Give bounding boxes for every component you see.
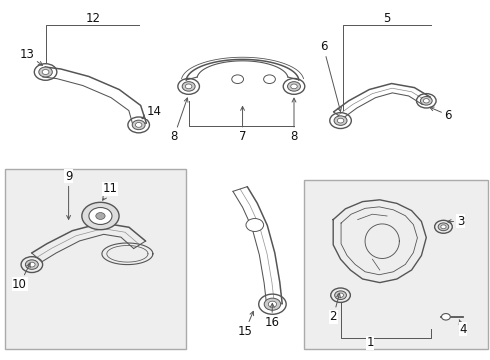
Circle shape bbox=[25, 260, 38, 269]
Circle shape bbox=[438, 223, 449, 231]
Text: 6: 6 bbox=[430, 107, 452, 122]
Text: 5: 5 bbox=[383, 12, 391, 24]
Circle shape bbox=[264, 298, 281, 310]
Circle shape bbox=[28, 262, 35, 267]
Circle shape bbox=[441, 225, 446, 229]
Text: 2: 2 bbox=[329, 293, 341, 323]
Circle shape bbox=[288, 82, 300, 91]
Circle shape bbox=[132, 120, 145, 130]
Circle shape bbox=[232, 75, 244, 84]
FancyBboxPatch shape bbox=[5, 169, 186, 349]
Circle shape bbox=[338, 293, 343, 297]
Circle shape bbox=[182, 82, 195, 91]
Circle shape bbox=[337, 118, 344, 123]
Text: 12: 12 bbox=[86, 12, 100, 24]
Text: 9: 9 bbox=[65, 170, 73, 219]
Circle shape bbox=[423, 99, 429, 103]
Text: 10: 10 bbox=[12, 264, 30, 291]
Circle shape bbox=[82, 202, 119, 230]
Circle shape bbox=[335, 291, 346, 300]
Text: 1: 1 bbox=[366, 336, 374, 349]
Text: 11: 11 bbox=[102, 183, 118, 200]
Text: 4: 4 bbox=[459, 320, 467, 336]
FancyBboxPatch shape bbox=[304, 180, 488, 349]
Circle shape bbox=[246, 219, 264, 231]
Circle shape bbox=[441, 314, 450, 320]
Text: 8: 8 bbox=[170, 98, 188, 143]
Circle shape bbox=[420, 96, 432, 105]
Circle shape bbox=[291, 84, 297, 89]
Circle shape bbox=[42, 69, 49, 75]
Circle shape bbox=[269, 301, 276, 307]
Text: 6: 6 bbox=[319, 40, 342, 112]
Circle shape bbox=[185, 84, 192, 89]
Circle shape bbox=[264, 75, 275, 84]
Circle shape bbox=[96, 212, 105, 219]
Circle shape bbox=[135, 122, 142, 127]
Text: 3: 3 bbox=[447, 215, 465, 228]
Circle shape bbox=[39, 67, 52, 77]
Circle shape bbox=[89, 207, 112, 225]
Text: 7: 7 bbox=[239, 107, 246, 143]
Text: 14: 14 bbox=[142, 105, 162, 119]
Text: 15: 15 bbox=[238, 311, 254, 338]
Circle shape bbox=[334, 116, 347, 125]
Text: 8: 8 bbox=[290, 98, 298, 143]
Text: 16: 16 bbox=[265, 303, 279, 329]
Text: 13: 13 bbox=[20, 48, 43, 66]
